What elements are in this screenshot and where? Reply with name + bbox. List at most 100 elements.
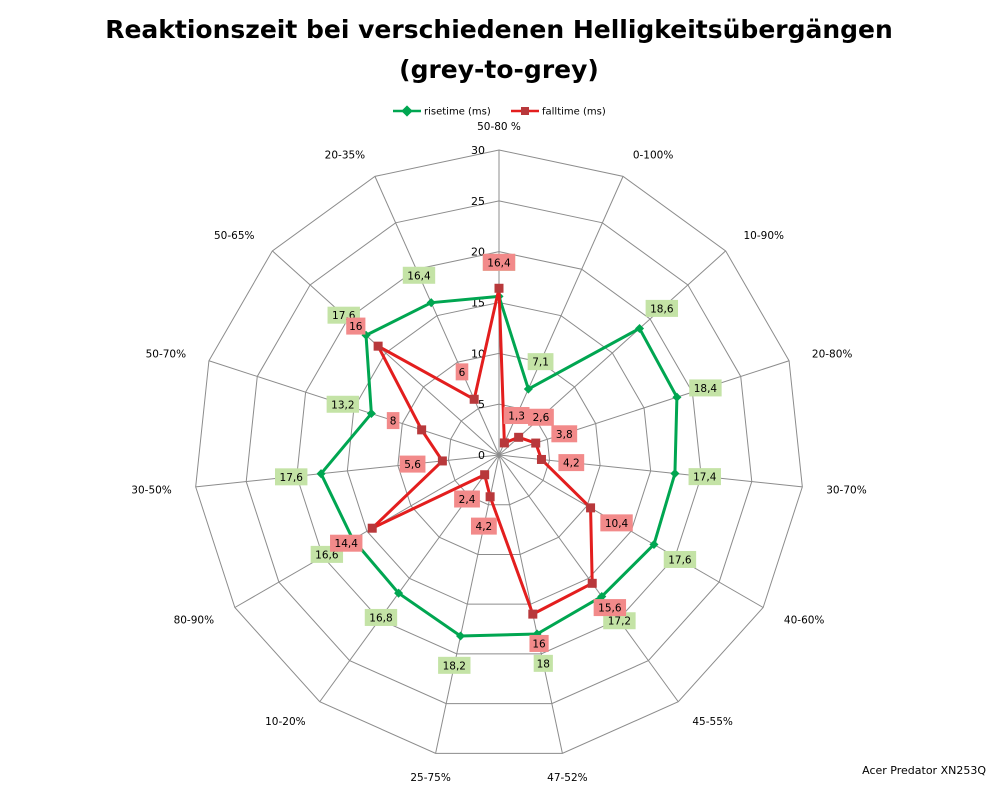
axis-label: 30-50%: [131, 484, 172, 496]
data-label: 5,6: [399, 455, 426, 473]
grid-spoke: [195, 454, 500, 488]
data-label-box: [663, 550, 697, 568]
data-point-falltime: [367, 523, 377, 533]
axis-label: 10-20%: [265, 716, 306, 728]
data-point-risetime: [394, 588, 404, 598]
data-point-falltime: [514, 432, 524, 442]
data-label: 16: [529, 634, 549, 652]
data-label-text: 6: [459, 367, 466, 379]
data-label: 2,4: [454, 490, 480, 508]
data-label-box: [689, 379, 722, 397]
data-label-text: 16,4: [487, 257, 511, 269]
data-point-falltime: [536, 454, 546, 464]
data-label: 4,2: [470, 517, 497, 535]
tick-label: 20: [471, 246, 485, 259]
axis-label: 30-70%: [826, 484, 867, 496]
data-label: 16,4: [482, 253, 516, 271]
data-point-risetime: [670, 468, 680, 479]
grid-spoke: [272, 250, 500, 456]
data-label-text: 7,1: [532, 357, 549, 369]
chart-title-line1: Reaktionszeit bei verschiedenen Helligke…: [105, 15, 893, 44]
data-label-box: [527, 353, 554, 371]
data-label-box: [528, 408, 554, 426]
data-point-falltime: [494, 283, 504, 293]
legend-falltime: falltime (ms): [511, 107, 606, 118]
data-label: 17,4: [688, 468, 721, 486]
legend-risetime: risetime (ms): [393, 105, 491, 118]
data-label: 14,4: [330, 534, 363, 552]
axis-label: 80-90%: [174, 615, 215, 627]
data-label-box: [482, 253, 516, 271]
data-label-text: 13,2: [331, 399, 354, 411]
chart-title-line2: (grey-to-grey): [399, 55, 599, 84]
data-label-text: 10,4: [605, 518, 629, 530]
data-label-box: [330, 534, 363, 552]
data-label-text: 8: [390, 416, 397, 428]
data-label: 16,4: [402, 266, 436, 284]
data-label-text: 18: [537, 658, 550, 670]
grid-spoke: [498, 454, 679, 703]
data-label-text: 16,6: [315, 549, 339, 561]
axis-label: 50-80 %: [477, 121, 521, 133]
data-label-box: [454, 490, 480, 508]
grid-spoke: [435, 454, 500, 754]
data-label: 2,6: [528, 408, 554, 426]
data-label-text: 17,6: [280, 472, 304, 484]
data-label-text: 2,4: [459, 494, 476, 506]
grid-spoke: [498, 454, 803, 488]
data-label-box: [645, 299, 679, 317]
data-label-text: 16,8: [369, 612, 392, 624]
grid-ring: [195, 149, 803, 754]
tick-label: 0: [478, 449, 485, 462]
axis-label: 45-55%: [692, 716, 733, 728]
data-point-falltime: [499, 438, 509, 448]
axis-label: 20-35%: [325, 149, 366, 161]
grid-ring: [447, 403, 551, 506]
data-point-falltime: [587, 578, 597, 588]
data-label-text: 18,6: [650, 303, 674, 315]
data-point-falltime: [480, 470, 490, 480]
data-label: 7,1: [527, 353, 554, 371]
series-line-falltime: [370, 286, 594, 616]
data-label: 8: [386, 412, 400, 430]
data-label-box: [326, 395, 360, 413]
axis-label: 40-60%: [784, 615, 825, 627]
data-label: 16: [346, 317, 366, 335]
data-label-box: [533, 654, 553, 672]
data-label: 16,8: [364, 608, 398, 626]
data-label-box: [593, 599, 627, 617]
data-label-box: [558, 454, 585, 472]
tick-label: 25: [471, 195, 485, 208]
data-label-text: 3,8: [556, 429, 573, 441]
axis-label: 47-52%: [547, 772, 588, 784]
data-label-text: 17,6: [668, 554, 692, 566]
data-label: 3,8: [551, 425, 578, 443]
data-label-text: 14,4: [335, 538, 359, 550]
data-point-risetime: [456, 631, 466, 641]
data-point-falltime: [469, 394, 479, 404]
axis-label: 50-70%: [146, 348, 187, 360]
data-label: 13,2: [326, 395, 360, 413]
data-label-box: [529, 634, 549, 652]
data-point-risetime: [649, 539, 659, 549]
data-point-falltime: [417, 425, 427, 435]
tick-label: 30: [471, 144, 485, 157]
data-point-falltime: [531, 438, 541, 448]
data-label: 15,6: [593, 599, 627, 617]
data-label: 1,3: [503, 407, 530, 425]
tick-label: 10: [471, 347, 485, 360]
data-point-risetime: [672, 392, 682, 402]
data-point-falltime: [528, 609, 538, 619]
grid-spoke: [234, 454, 500, 608]
data-label: 18,2: [438, 656, 471, 674]
axis-label: 50-65%: [214, 230, 255, 242]
data-label-text: 16,4: [407, 270, 431, 282]
data-label-text: 4,2: [563, 458, 580, 470]
data-label-text: 18,2: [443, 660, 466, 672]
data-label: 18,6: [645, 299, 679, 317]
series-line-risetime: [319, 294, 679, 638]
data-label: 4,2: [558, 454, 585, 472]
data-label-box: [600, 514, 633, 532]
data-point-risetime: [597, 591, 607, 601]
grid-spoke: [498, 360, 790, 456]
